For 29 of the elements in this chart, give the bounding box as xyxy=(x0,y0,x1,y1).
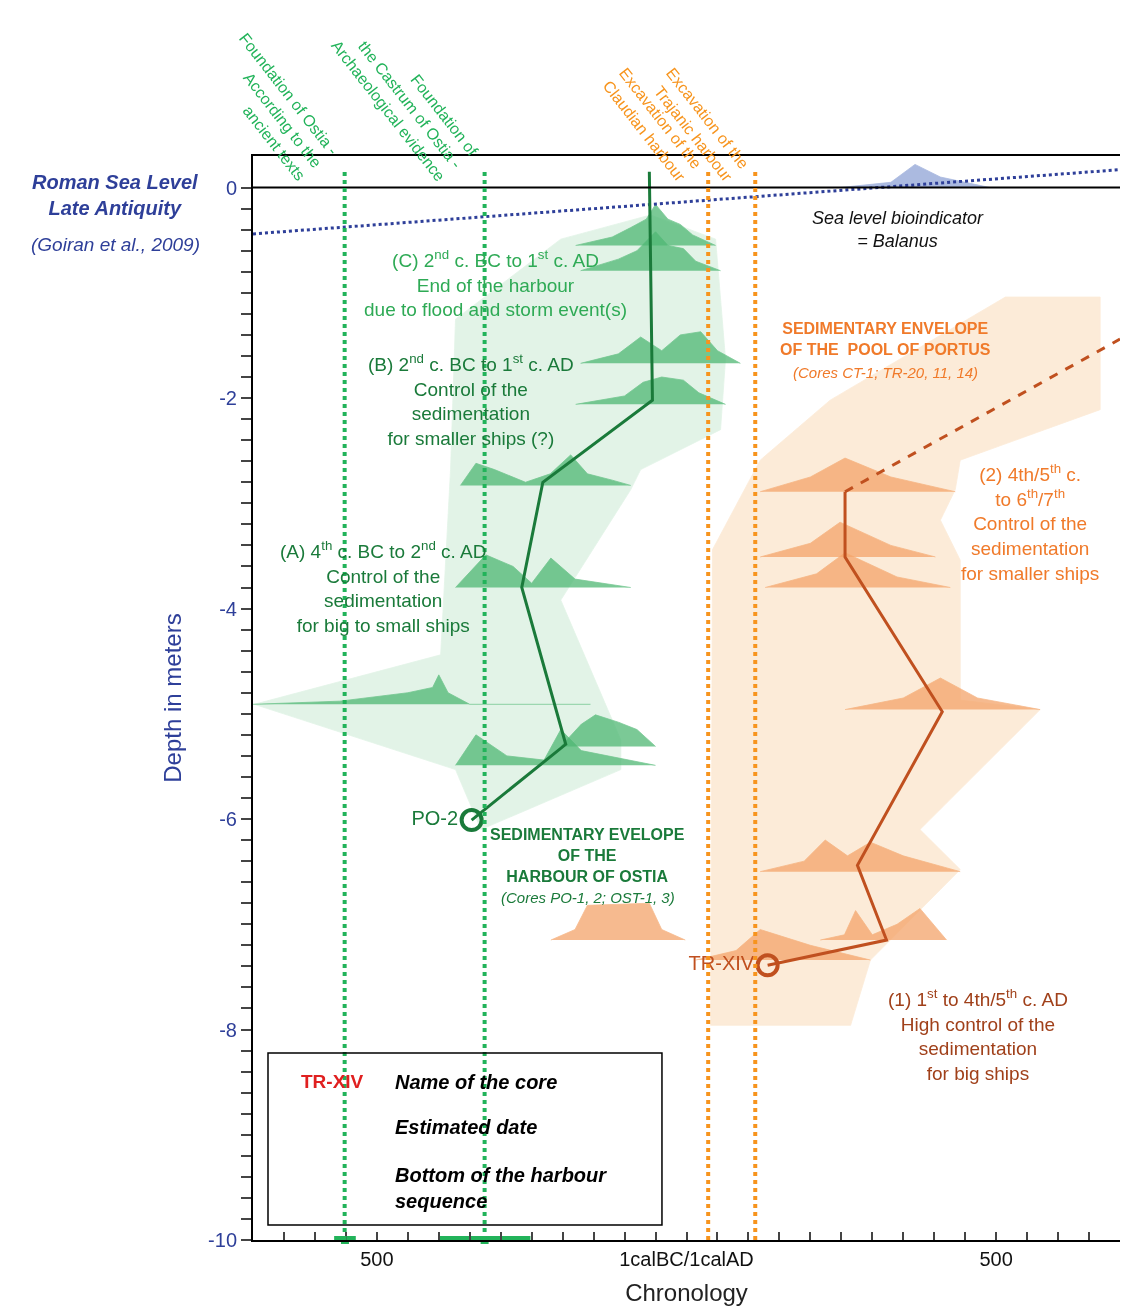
annotation: TR-XIV xyxy=(301,1071,364,1092)
y-tick-label: -10 xyxy=(208,1229,237,1251)
annotation: (A) 4$^{th}$ c. BC to 2$^{nd}$ c. AD Control of the sedimentation for big to small ships xyxy=(280,538,487,637)
text: (2) 4th/5$^{th}$ c. to 6$^{th}$/7$^{th}$ Control of the sedimentation for smaller ships xyxy=(961,461,1100,584)
text: (Goiran et al., 2009) xyxy=(31,234,200,255)
y-tick-label: -6 xyxy=(219,808,237,831)
annotation: (B) 2$^{nd}$ c. BC to 1$^{st}$ c. AD Control of the sedimentation for smaller ships (?) xyxy=(368,351,574,450)
annotation: SEDIMENTARY ENVELOPE OF THE POOL OF PORTUS xyxy=(780,320,991,358)
series-label: PO-2 xyxy=(411,807,459,830)
annotation: Name of the core xyxy=(395,1071,558,1093)
x-tick-label: 500 xyxy=(360,1248,394,1270)
y-axis-title: Depth in meters xyxy=(158,613,186,783)
annotation: Sea level bioindicator = Balanus xyxy=(812,208,985,252)
y-tick-label: -4 xyxy=(219,597,237,620)
y-tick-label: 0 xyxy=(225,176,237,199)
annotation: SEDIMENTARY EVELOPE OF THE HARBOUR OF OSTIA xyxy=(490,826,685,885)
y-tick-label: -8 xyxy=(219,1018,237,1041)
annotation: Estimated date xyxy=(395,1116,538,1138)
x-axis-title: Chronology xyxy=(625,1278,748,1306)
x-tick-label: 500 xyxy=(979,1248,1013,1270)
annotation: (Cores CT-1; TR-20, 11, 14) xyxy=(793,364,979,381)
annotation: (Cores PO-1, 2; OST-1, 3) xyxy=(501,889,675,906)
annotation: (C) 2$^{nd}$ c. BC to 1$^{st}$ c. AD End of the harbour due to flood and storm event(s) xyxy=(364,247,627,321)
annotation: Bottom of the harbour sequence xyxy=(395,1164,608,1212)
x-tick-label: 1calBC/1calAD xyxy=(619,1248,754,1270)
text: Roman Sea Level Late Antiquity xyxy=(32,171,199,219)
annotation: (1) 1$^{st}$ to 4th/5$^{th}$ c. AD High control of the sedimentation for big ships xyxy=(888,986,1068,1085)
y-tick-label: -2 xyxy=(219,387,237,410)
series-label: TR-XIV xyxy=(688,952,755,975)
